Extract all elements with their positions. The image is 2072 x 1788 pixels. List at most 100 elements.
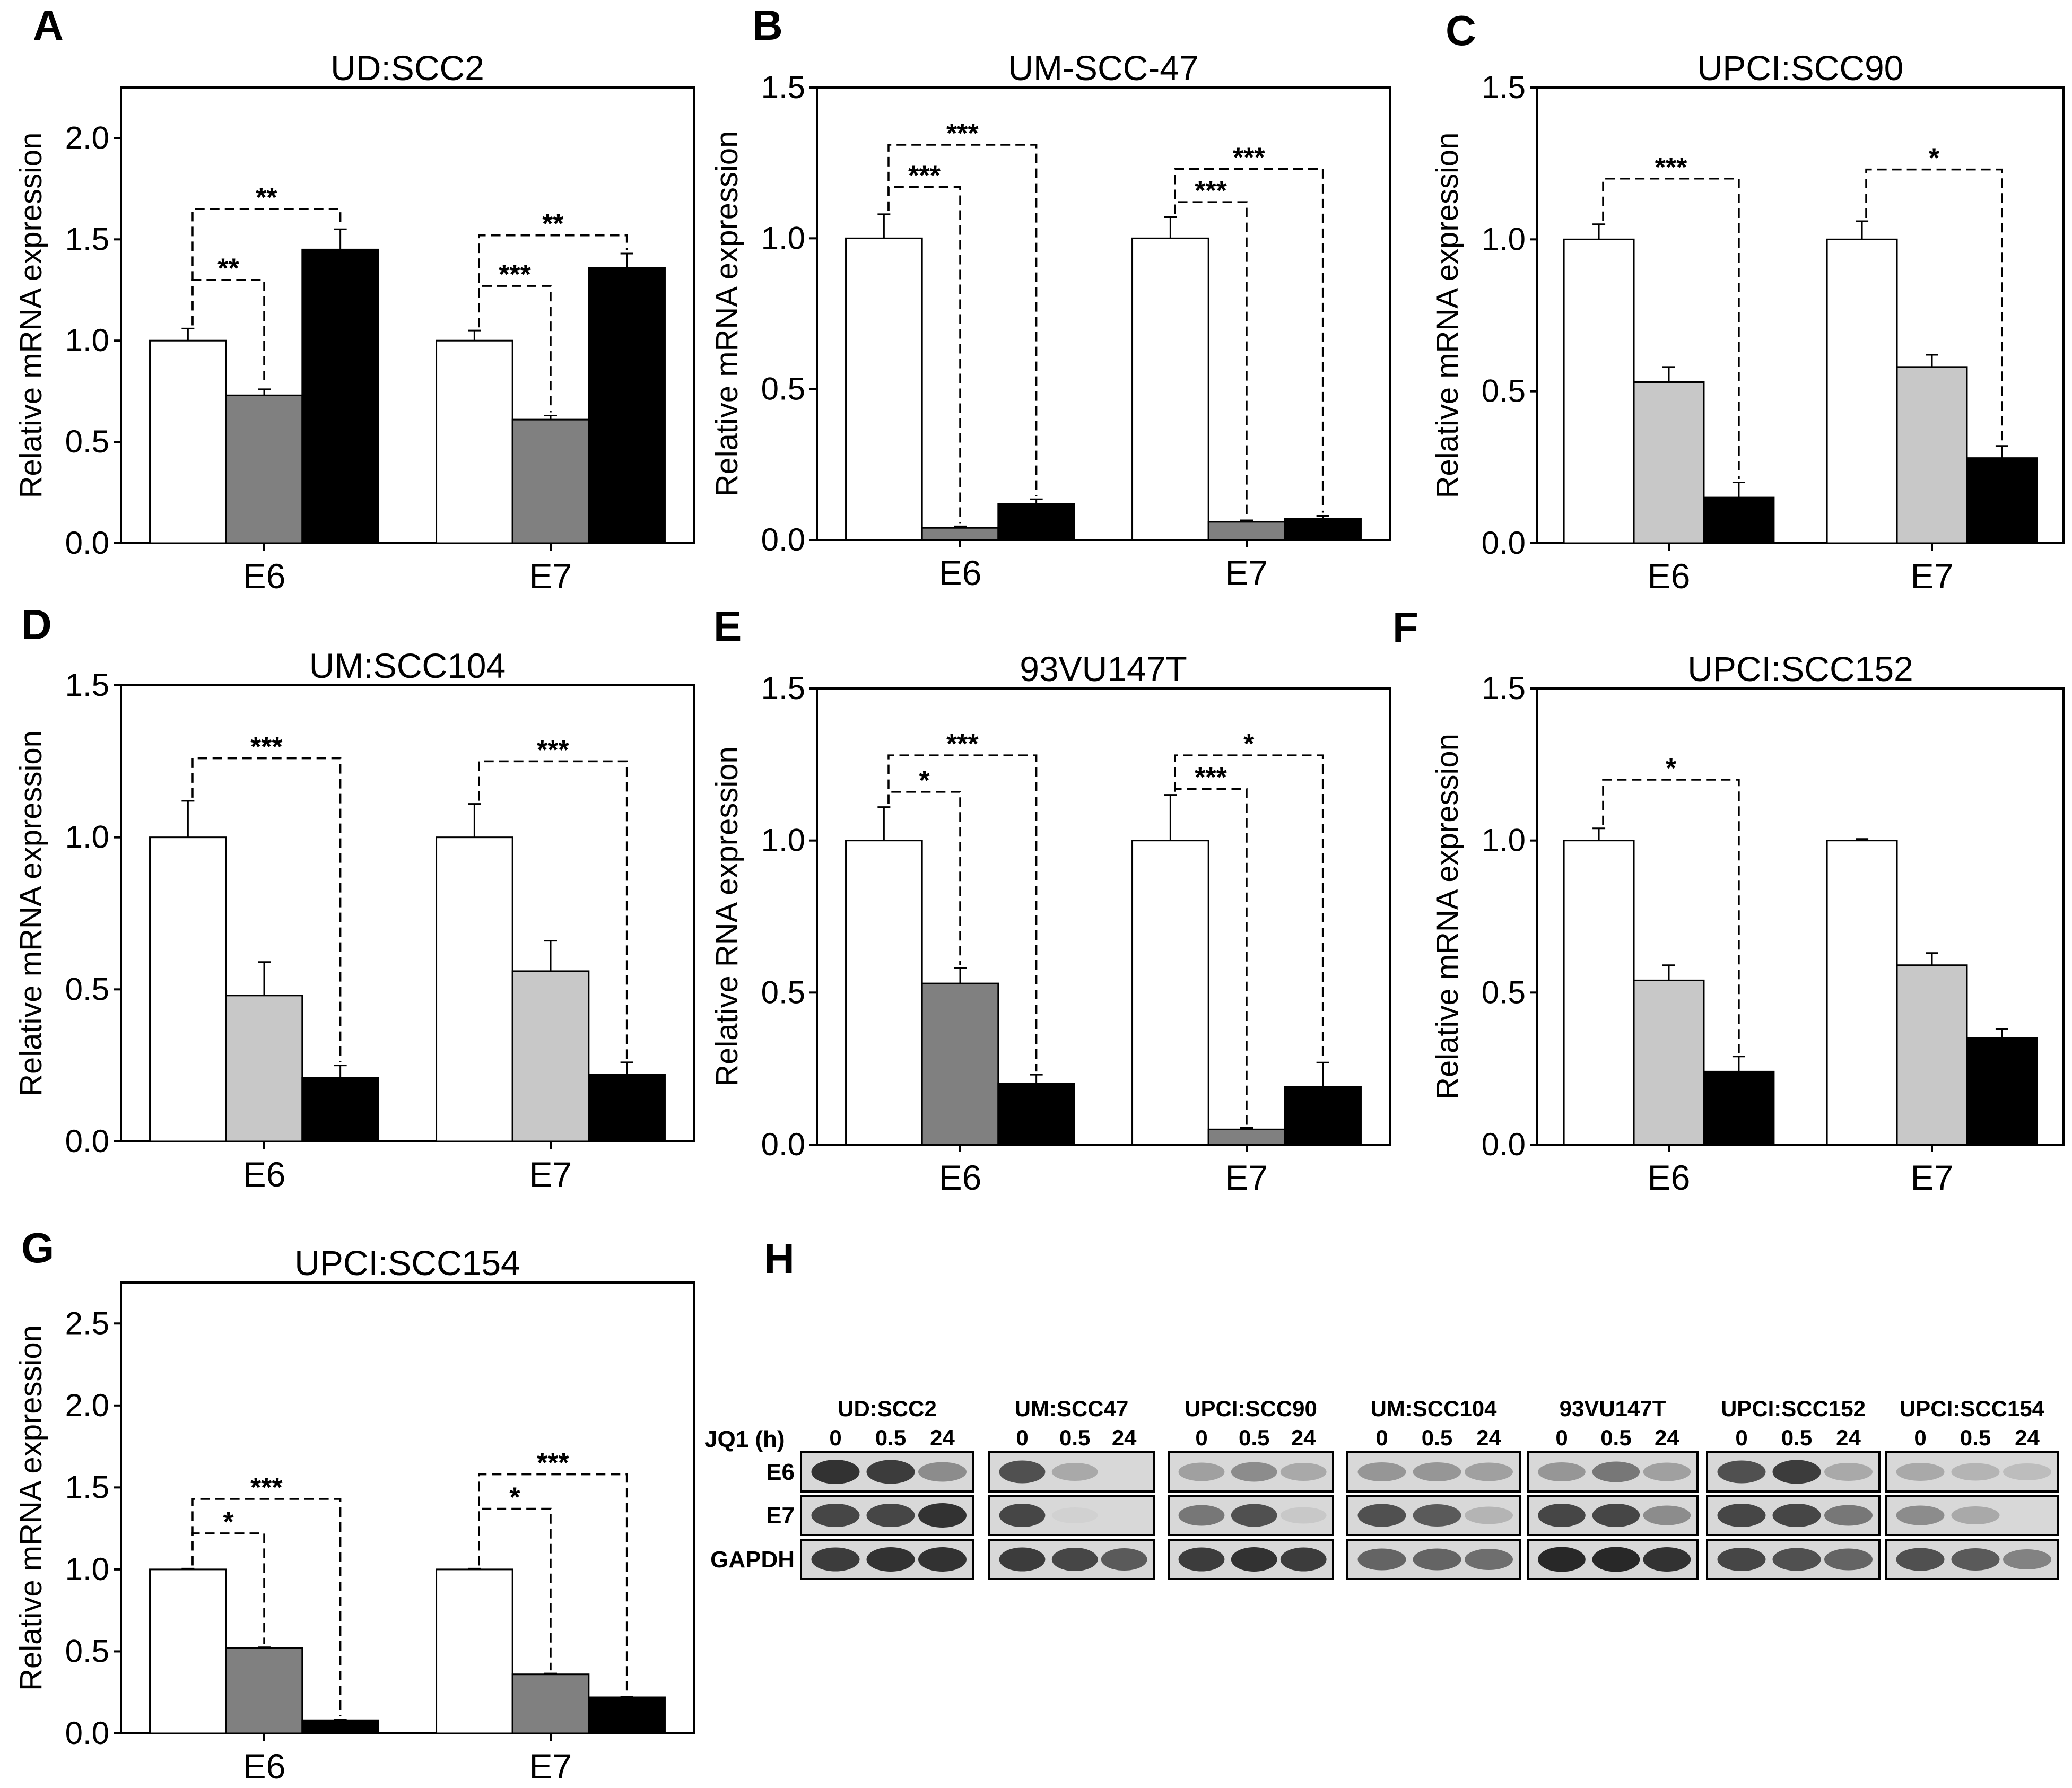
- y-tick-label: 1.0: [1482, 221, 1526, 257]
- cell-line-name: UPCI:SCC154: [1900, 1396, 2045, 1421]
- y-tick-label: 1.0: [761, 823, 805, 858]
- x-category-label: E6: [243, 556, 286, 596]
- bar-e-e6-s1: [921, 982, 999, 1146]
- bar-c-e7-s0: [1826, 238, 1898, 544]
- bar-c-e7-s1: [1896, 366, 1968, 544]
- y-tick-label: 0.5: [1482, 974, 1526, 1010]
- timepoint-label: 24: [1112, 1425, 1137, 1450]
- bar-b-e6-s0: [845, 237, 923, 541]
- blot-band: [811, 1504, 860, 1527]
- x-category-label: E6: [243, 1155, 286, 1194]
- blot-band: [1896, 1548, 1945, 1571]
- significance-bracket: ***: [191, 1472, 342, 1716]
- blot-band: [811, 1460, 860, 1484]
- y-tick-label: 0.0: [1482, 525, 1526, 561]
- significance-label: ***: [1195, 176, 1227, 206]
- bar-f-e7-s1: [1896, 964, 1968, 1146]
- y-tick-label: 0.0: [761, 522, 805, 557]
- significance-bracket: ***: [1602, 152, 1740, 479]
- timepoint-label: 0.5: [1600, 1425, 1631, 1450]
- blot-band: [1643, 1505, 1691, 1525]
- blot-band: [2003, 1463, 2051, 1480]
- significance-bracket: ***: [887, 118, 1038, 496]
- blot-panel-h: H JQ1 (h) E6 E7 GAPDH UD:SCC2 0 0.5 24 UM:SCC47 0 0…: [704, 1235, 2059, 1580]
- chart-title: UPCI:SCC90: [1697, 48, 1904, 88]
- timepoint-label: 0.5: [1781, 1425, 1812, 1450]
- blot-band: [866, 1547, 915, 1572]
- chart-panel-e: E 93VU147T 0.0 0.5 1.0 1.5 Relative RNA expres…: [710, 603, 1391, 1197]
- blot-band: [918, 1503, 967, 1528]
- blot-band: [1643, 1547, 1691, 1572]
- x-category-label: E6: [1648, 556, 1691, 596]
- blot-band: [1357, 1548, 1406, 1571]
- y-tick-label: 0.5: [65, 971, 109, 1007]
- y-axis-label: Relative mRNA expression: [1430, 133, 1465, 499]
- chart-title: UD:SCC2: [330, 48, 484, 88]
- chart-panel-a: A UD:SCC2 0.0 0.5 1.0 1.5 2.0 Relative mRNA exp…: [14, 2, 695, 596]
- bar-e-e6-s0: [845, 840, 923, 1146]
- timepoint-label: 0: [1555, 1425, 1568, 1450]
- blot-band: [1413, 1548, 1461, 1571]
- bar-g-e7-s2: [588, 1696, 666, 1734]
- significance-label: **: [217, 254, 239, 284]
- blot-band: [866, 1460, 915, 1484]
- bracket-line: [478, 1507, 552, 1671]
- blot-band: [1231, 1504, 1277, 1527]
- y-tick-label: 0.0: [761, 1127, 805, 1162]
- y-axis-label: Relative mRNA expression: [1430, 734, 1465, 1100]
- blot-row-label-gapdh: GAPDH: [710, 1547, 795, 1573]
- treatment-label: JQ1 (h): [704, 1426, 785, 1452]
- blot-band: [1592, 1504, 1640, 1527]
- timepoint-label: 0: [1195, 1425, 1207, 1450]
- y-tick-label: 0.5: [1482, 373, 1526, 409]
- bar-a-e6-s2: [301, 248, 379, 544]
- cell-line-name: UM:SCC47: [1015, 1396, 1129, 1421]
- blot-band: [1051, 1463, 1098, 1481]
- significance-label: ***: [250, 1472, 283, 1503]
- significance-label: *: [1929, 143, 1940, 174]
- x-category-label: E7: [529, 1155, 572, 1194]
- blot-band: [1643, 1462, 1691, 1481]
- bar-g-e7-s0: [436, 1568, 513, 1734]
- blot-block-0: UD:SCC2 0 0.5 24: [800, 1396, 974, 1580]
- blot-band: [1592, 1461, 1640, 1482]
- y-tick-label: 1.5: [761, 670, 805, 706]
- significance-bracket: ***: [887, 729, 1038, 1072]
- blot-band: [1465, 1462, 1513, 1481]
- blot-band: [811, 1547, 860, 1572]
- bar-c-e6-s1: [1633, 381, 1705, 544]
- significance-bracket: **: [191, 182, 342, 326]
- y-axis-label: Relative mRNA expression: [14, 133, 48, 499]
- y-tick-label: 1.0: [1482, 823, 1526, 858]
- y-tick-label: 0.0: [65, 1123, 109, 1159]
- timepoint-label: 0.5: [1239, 1425, 1269, 1450]
- blot-band: [918, 1462, 967, 1482]
- blot-band: [1465, 1549, 1513, 1570]
- blot-band: [1896, 1505, 1945, 1525]
- y-tick-label: 2.5: [65, 1305, 109, 1341]
- cell-line-name: UPCI:SCC152: [1721, 1396, 1866, 1421]
- significance-bracket: **: [478, 209, 628, 328]
- significance-bracket: *: [1602, 753, 1740, 1053]
- timepoint-label: 0: [1375, 1425, 1388, 1450]
- bar-b-e6-s1: [921, 527, 999, 541]
- plot-frame: [816, 687, 1391, 1146]
- bar-c-e6-s2: [1703, 496, 1775, 544]
- cell-line-name: UM:SCC104: [1370, 1396, 1497, 1421]
- bracket-line: [1602, 178, 1740, 479]
- significance-bracket: *: [478, 1482, 552, 1671]
- bar-c-e7-s2: [1966, 457, 2038, 544]
- significance-bracket: ***: [887, 161, 961, 524]
- blot-block-5: UPCI:SCC152 0 0.5 24: [1706, 1396, 1881, 1580]
- timepoint-label: 0: [1735, 1425, 1747, 1450]
- blot-block-3: UM:SCC104 0 0.5 24: [1346, 1396, 1521, 1580]
- significance-label: **: [256, 182, 277, 213]
- y-tick-label: 1.0: [65, 322, 109, 358]
- bar-a-e7-s2: [588, 267, 666, 544]
- bar-b-e6-s2: [997, 503, 1075, 541]
- timepoint-label: 0.5: [1422, 1425, 1452, 1450]
- blot-band: [1772, 1504, 1821, 1527]
- bar-g-e6-s0: [149, 1568, 227, 1734]
- bar-c-e6-s0: [1563, 238, 1635, 544]
- bracket-line: [887, 186, 961, 524]
